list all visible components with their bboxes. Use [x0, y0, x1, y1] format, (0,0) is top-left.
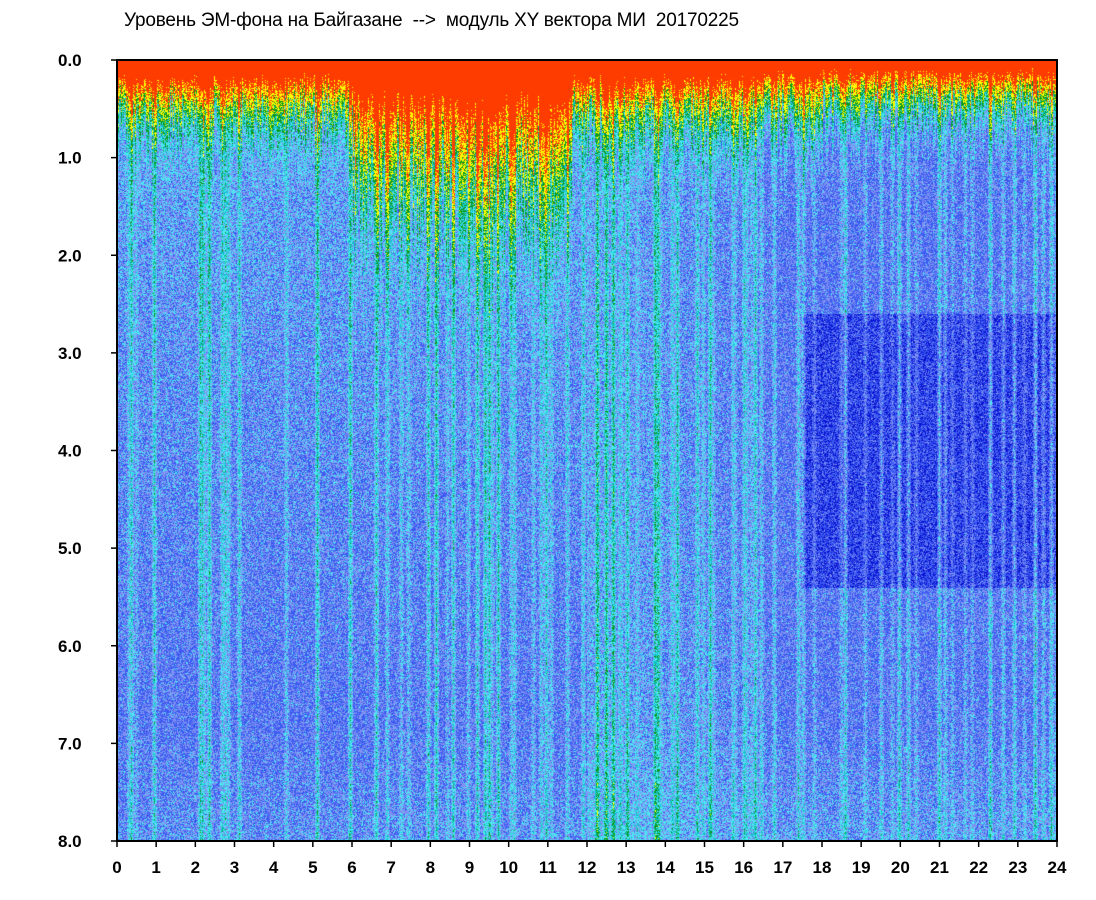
chart-title: Уровень ЭМ-фона на Байгазане --> модуль … [124, 10, 739, 31]
x-tick-label: 0 [112, 858, 121, 877]
x-tick-label: 8 [426, 858, 435, 877]
x-tick-label: 10 [499, 858, 518, 877]
x-tick-label: 2 [191, 858, 200, 877]
y-axis: 0.0 1.0 2.0 3.0 4.0 5.0 6.0 7.0 8.0 [58, 51, 117, 851]
x-tick-label: 18 [813, 858, 832, 877]
y-tick-label: 1.0 [58, 149, 82, 168]
x-tick-label: 20 [891, 858, 910, 877]
x-tick-label: 22 [969, 858, 988, 877]
x-tick-label: 12 [578, 858, 597, 877]
x-tick-label: 23 [1008, 858, 1027, 877]
y-tick-label: 4.0 [58, 442, 82, 461]
y-tick-label: 6.0 [58, 637, 82, 656]
x-tick-label: 7 [386, 858, 395, 877]
x-tick-label: 1 [151, 858, 160, 877]
x-tick-label: 16 [734, 858, 753, 877]
x-tick-label: 15 [695, 858, 714, 877]
x-tick-label: 19 [852, 858, 871, 877]
x-tick-label: 6 [347, 858, 356, 877]
x-tick-label: 9 [465, 858, 474, 877]
y-tick-label: 8.0 [58, 832, 82, 851]
x-tick-label: 17 [773, 858, 792, 877]
y-tick-label: 2.0 [58, 246, 82, 265]
x-tick-label: 14 [656, 858, 675, 877]
x-tick-label: 13 [617, 858, 636, 877]
x-tick-label: 5 [308, 858, 317, 877]
x-tick-label: 11 [539, 858, 557, 877]
heatmap-plot [117, 60, 1057, 841]
y-tick-label: 0.0 [58, 51, 82, 70]
heatmap-image [117, 60, 1057, 841]
y-tick-label: 5.0 [58, 539, 82, 558]
x-tick-label: 4 [269, 858, 279, 877]
y-tick-label: 3.0 [58, 344, 82, 363]
x-tick-label: 21 [930, 858, 949, 877]
x-tick-label: 24 [1048, 858, 1067, 877]
x-tick-label: 3 [230, 858, 239, 877]
x-axis: 0 1 2 3 4 5 6 7 8 9 10 11 12 13 14 15 16 17 18 19 20 21 22 23 24 [112, 841, 1067, 877]
y-tick-label: 7.0 [58, 734, 82, 753]
